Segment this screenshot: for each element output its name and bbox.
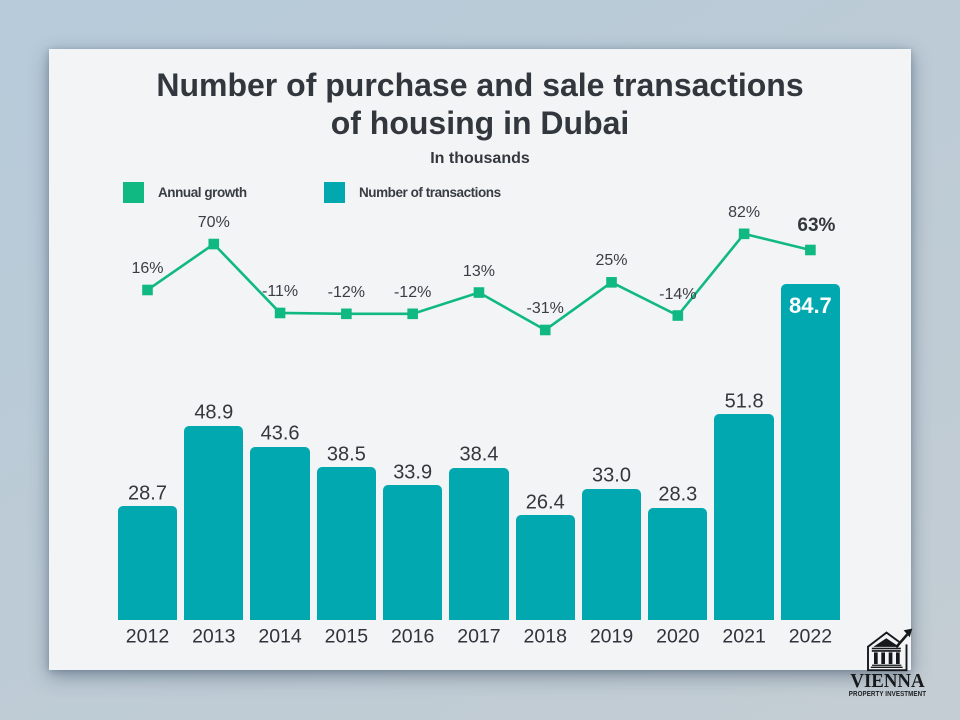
bar-value-2014: 43.6	[260, 422, 300, 445]
logo-name: VIENNA	[850, 670, 925, 692]
bar-2022	[780, 283, 841, 620]
growth-label-2021: 82%	[728, 203, 761, 221]
year-label-2022: 2022	[788, 625, 833, 647]
bar-value-2017: 38.4	[459, 443, 499, 466]
bar-2019	[581, 488, 642, 620]
legend-label-annual-growth: Annual growth	[158, 185, 247, 200]
growth-label-2019: 25%	[595, 252, 628, 270]
bar-value-2012: 28.7	[128, 482, 167, 505]
year-label-2013: 2013	[192, 625, 236, 647]
bar-value-2019: 33.0	[592, 464, 631, 487]
growth-label-2020: -14%	[659, 285, 697, 303]
bar-2021	[714, 414, 774, 620]
bar-value-2022: 84.7	[788, 292, 832, 318]
year-label-2021: 2021	[722, 625, 766, 647]
bar-value-2021: 51.8	[724, 390, 764, 413]
bar-2018	[515, 515, 575, 620]
bank-building-icon	[867, 628, 913, 671]
growth-label-2015: -12%	[327, 283, 366, 301]
year-label-2020: 2020	[656, 625, 700, 647]
bar-2020	[648, 507, 708, 620]
legend-label-transactions: Number of transactions	[359, 185, 501, 200]
legend-swatch-annual-growth	[123, 182, 144, 203]
chart-subtitle: In thousands	[430, 149, 530, 167]
bar-value-2013: 48.9	[194, 401, 234, 424]
bar-value-2020: 28.3	[658, 483, 698, 506]
growth-label-2013: 70%	[197, 214, 230, 232]
year-label-2017: 2017	[457, 625, 501, 647]
logo-vienna-property-investment: VIENNA PROPERTY INVESTMENT	[840, 620, 935, 710]
legend-swatch-transactions	[324, 182, 345, 203]
chart-title-line2: of housing in Dubai	[330, 105, 630, 141]
year-label-2018: 2018	[523, 625, 567, 647]
growth-label-2017: 13%	[462, 262, 495, 280]
bar-2012	[117, 506, 178, 620]
year-label-2019: 2019	[589, 625, 634, 647]
bar-2017	[449, 467, 509, 620]
growth-label-2014: -11%	[261, 282, 299, 300]
bar-2013	[184, 425, 244, 620]
year-label-2012: 2012	[125, 625, 170, 647]
growth-label-2018: -31%	[526, 299, 564, 317]
year-label-2014: 2014	[258, 625, 302, 647]
legend-item-annual-growth: Annual growth	[123, 182, 247, 203]
growth-label-2022: 63%	[797, 214, 836, 236]
growth-label-2016: -12%	[393, 283, 432, 301]
bar-2015	[316, 467, 377, 620]
year-label-2016: 2016	[390, 625, 435, 647]
logo-tagline: PROPERTY INVESTMENT	[848, 691, 927, 699]
chart-title-line1: Number of purchase and sale transactions	[156, 67, 804, 103]
legend-item-transactions: Number of transactions	[324, 182, 501, 203]
bar-value-2016: 33.9	[393, 461, 433, 484]
chart-title: Number of purchase and sale transactions…	[0, 66, 960, 142]
bar-2016	[383, 485, 443, 620]
bar-value-2015: 38.5	[326, 443, 366, 466]
growth-label-2012: 16%	[131, 259, 164, 277]
year-label-2015: 2015	[324, 625, 369, 647]
bar-2014	[250, 446, 310, 620]
bar-value-2018: 26.4	[525, 491, 565, 514]
